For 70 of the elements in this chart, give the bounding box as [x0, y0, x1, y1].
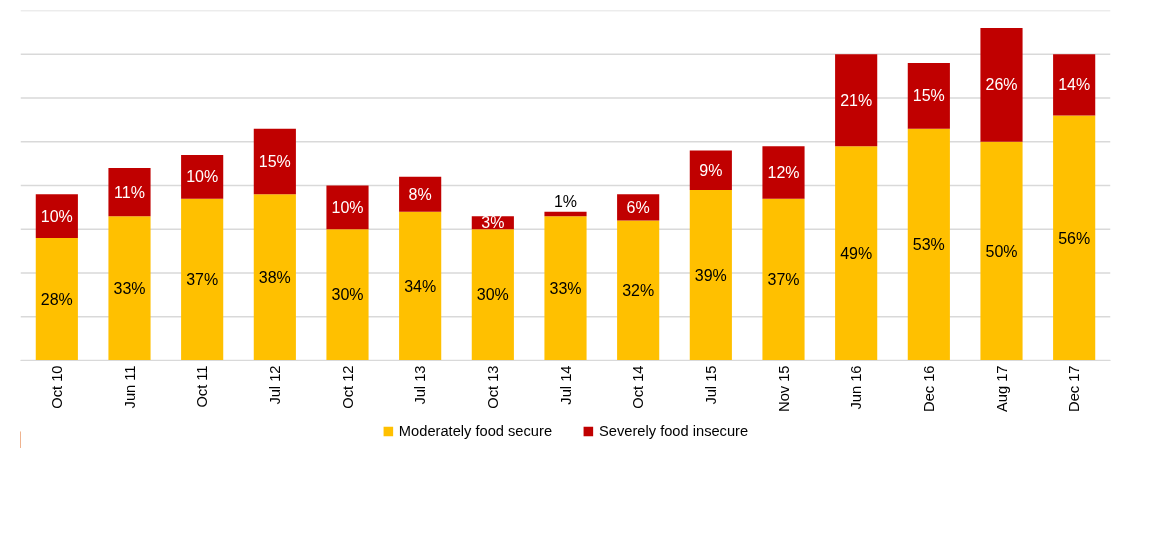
data-label: 38% — [258, 268, 291, 286]
data-label: 9% — [699, 161, 723, 179]
bar — [907, 128, 950, 361]
x-tick-label: Jun 16 — [848, 365, 865, 410]
bar — [35, 238, 78, 361]
data-label: 37% — [767, 271, 800, 289]
bar — [181, 198, 224, 361]
data-label: 34% — [404, 277, 437, 295]
bar — [980, 141, 1023, 361]
data-label: 28% — [40, 290, 73, 308]
data-label: 26% — [985, 76, 1018, 94]
data-label: 8% — [408, 185, 432, 203]
x-tick-label: Oct 12 — [339, 365, 356, 409]
data-label: 15% — [912, 87, 945, 105]
data-label: 10% — [186, 168, 219, 186]
data-label: 32% — [622, 282, 655, 299]
data-label: 11% — [114, 183, 145, 201]
bar — [108, 168, 151, 217]
data-label: 49% — [840, 244, 873, 262]
bar — [1053, 115, 1096, 361]
data-label: 3% — [481, 214, 505, 232]
bar — [762, 146, 805, 199]
bar — [689, 189, 732, 361]
bar — [762, 198, 805, 361]
bar — [108, 216, 151, 361]
data-label: 21% — [840, 91, 873, 109]
data-label: 30% — [476, 286, 509, 304]
x-tick-label: Jul 13 — [412, 365, 429, 405]
data-label: 10% — [40, 207, 73, 225]
bar — [399, 211, 442, 361]
bar — [980, 28, 1023, 142]
bar — [617, 220, 660, 361]
data-label: 50% — [985, 242, 1018, 260]
data-label: 10% — [331, 198, 364, 216]
data-label: 30% — [331, 286, 364, 304]
data-label: 33% — [113, 279, 146, 297]
bar — [907, 63, 950, 129]
data-label: 56% — [1058, 229, 1091, 247]
x-tick-label: Jul 15 — [702, 365, 719, 405]
data-label: 12% — [767, 163, 800, 181]
data-label: 6% — [626, 198, 650, 216]
data-label: 14% — [1058, 76, 1091, 94]
x-tick-label: Dec 16 — [920, 365, 937, 412]
x-tick-label: Oct 14 — [630, 365, 647, 409]
legend-label: Moderately food secure — [398, 423, 553, 439]
legend-label: Severely food insecure — [599, 423, 749, 439]
data-label: 33% — [549, 279, 582, 297]
x-tick-label: Jun 11 — [121, 365, 138, 409]
x-tick-label: Oct 10 — [48, 365, 65, 409]
x-tick-label: Oct 11 — [194, 365, 211, 408]
bar — [835, 146, 878, 361]
x-tick-label: Jul 12 — [266, 365, 283, 405]
bar — [544, 211, 587, 217]
x-tick-label: Jul 14 — [557, 365, 574, 405]
x-tick-label: Aug 17 — [993, 365, 1010, 412]
data-label: 1% — [553, 193, 578, 211]
data-label: 15% — [258, 152, 291, 170]
x-tick-label: Nov 15 — [775, 365, 792, 412]
bar — [835, 54, 878, 147]
x-tick-label: Oct 13 — [484, 365, 501, 409]
bar — [471, 229, 514, 361]
data-label: 39% — [694, 266, 727, 284]
bar — [253, 194, 296, 361]
bar — [253, 128, 296, 195]
bar — [544, 216, 587, 361]
data-label: 53% — [912, 236, 945, 254]
bar — [326, 229, 369, 361]
bar — [1053, 54, 1096, 116]
data-label: 37% — [186, 271, 219, 289]
x-tick-label: Dec 17 — [1066, 365, 1083, 412]
